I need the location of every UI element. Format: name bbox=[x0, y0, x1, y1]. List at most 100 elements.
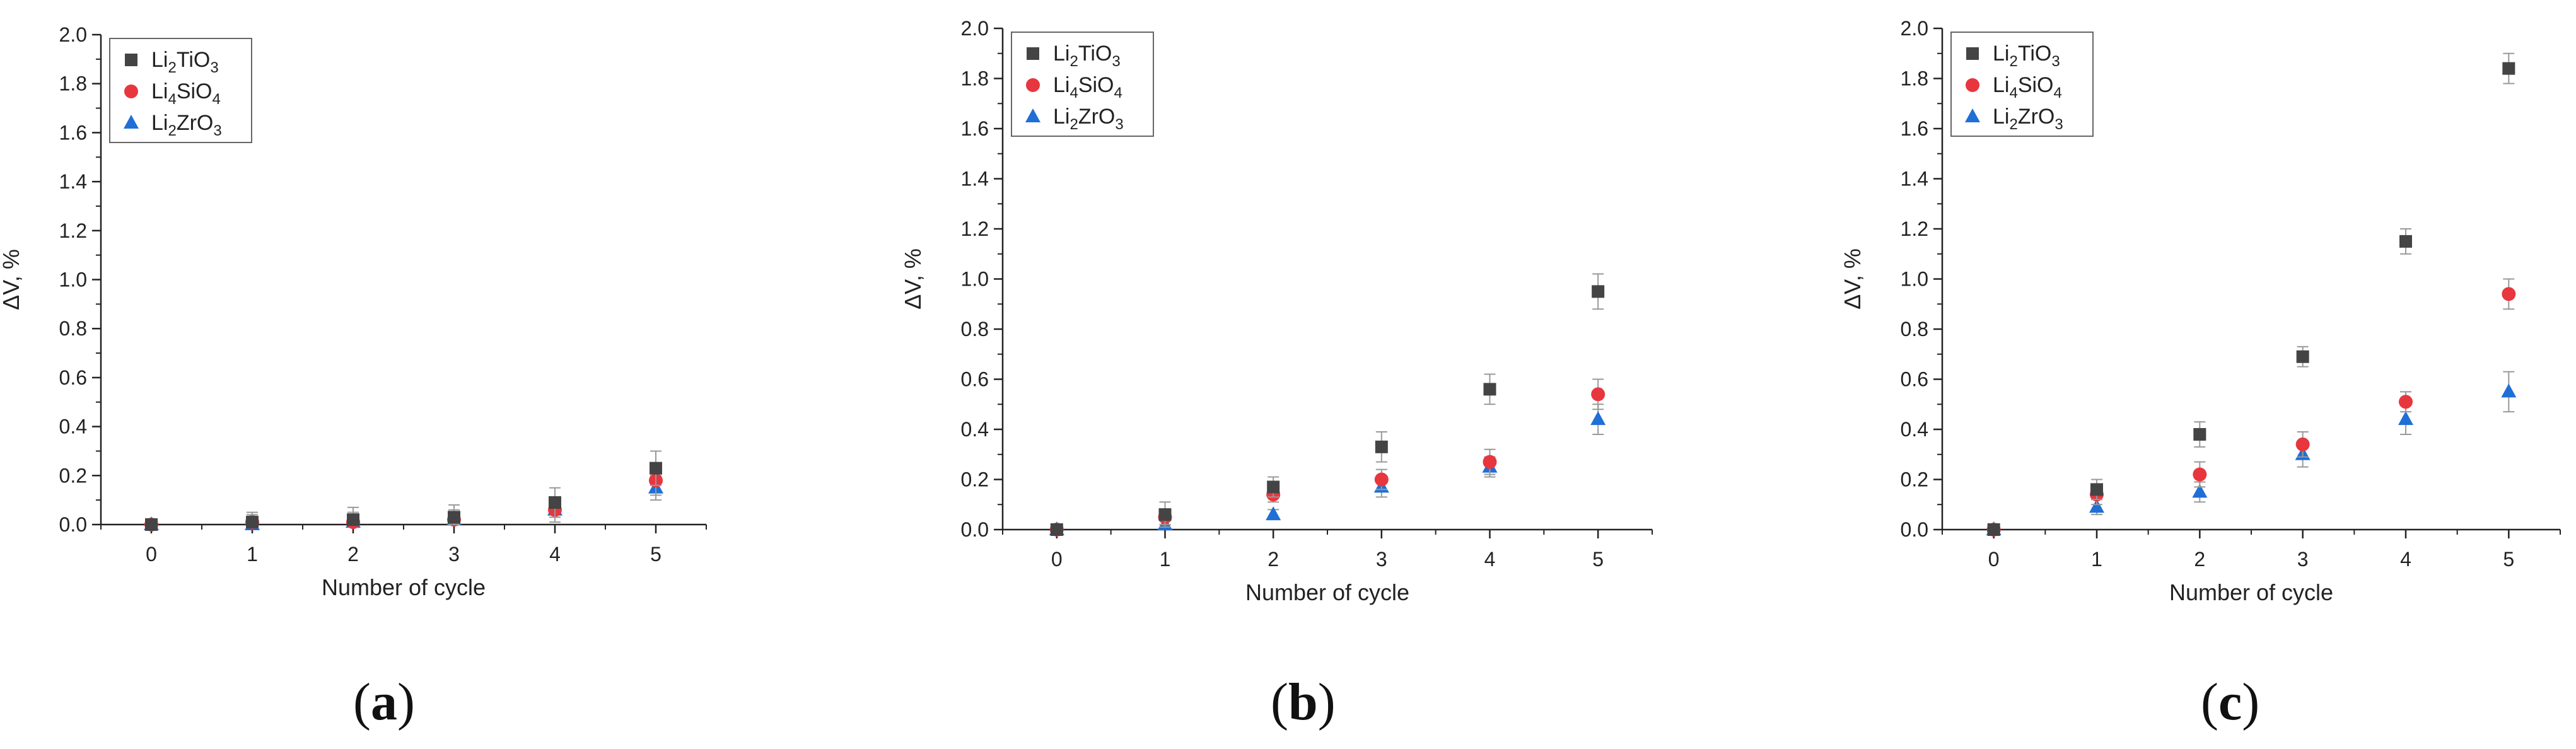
y-tick-label: 0.8 bbox=[961, 318, 989, 340]
series-Li2TiO3 bbox=[1050, 273, 1605, 536]
legend-label-Li2TiO3: Li2TiO3 bbox=[1053, 42, 1121, 70]
legend-marker-Li2ZrO3 bbox=[124, 115, 139, 129]
data-point bbox=[650, 462, 662, 475]
data-point bbox=[2296, 350, 2309, 363]
series-Li4SiO4 bbox=[1049, 378, 1606, 537]
series-Li2ZrO3 bbox=[1049, 404, 1606, 535]
data-point bbox=[2193, 427, 2206, 441]
data-point bbox=[1374, 472, 1389, 487]
legend-label-Li2ZrO3: Li2ZrO3 bbox=[151, 111, 222, 139]
y-tick-label: 0.2 bbox=[1901, 468, 1928, 491]
y-tick-label: 1.2 bbox=[1901, 218, 1928, 240]
y-tick-label: 2.0 bbox=[1901, 17, 1928, 40]
data-point bbox=[1267, 480, 1280, 494]
data-point bbox=[448, 511, 460, 524]
y-tick-label: 0.8 bbox=[1901, 318, 1928, 340]
data-point bbox=[347, 513, 359, 526]
data-point bbox=[2192, 484, 2208, 498]
series-Li4SiO4 bbox=[144, 465, 663, 531]
legend-marker-Li4SiO4 bbox=[1026, 78, 1040, 92]
data-point bbox=[2090, 483, 2103, 496]
y-tick-label: 0.8 bbox=[59, 317, 87, 340]
legend-label-Li4SiO4: Li4SiO4 bbox=[151, 79, 221, 108]
series-Li2TiO3 bbox=[1987, 52, 2515, 536]
x-tick-label: 2 bbox=[1268, 548, 1279, 571]
y-tick-label: 1.4 bbox=[59, 170, 87, 193]
x-tick-label: 1 bbox=[2091, 548, 2102, 571]
data-point bbox=[2399, 235, 2412, 248]
x-tick-label: 4 bbox=[2400, 548, 2411, 571]
data-point bbox=[1050, 523, 1063, 536]
data-point bbox=[2399, 395, 2413, 409]
x-tick-label: 0 bbox=[146, 543, 157, 566]
caption-a-letter: a bbox=[370, 673, 397, 731]
y-axis-title: ΔV, % bbox=[1839, 248, 1865, 310]
legend-marker-Li2TiO3 bbox=[1966, 47, 1979, 60]
x-tick-label: 3 bbox=[1376, 548, 1387, 571]
x-tick-label: 0 bbox=[1988, 548, 2000, 571]
x-tick-label: 1 bbox=[1160, 548, 1171, 571]
x-tick-label: 5 bbox=[650, 543, 661, 566]
x-tick-label: 5 bbox=[2503, 548, 2514, 571]
data-point bbox=[549, 496, 561, 509]
data-point bbox=[2193, 467, 2207, 482]
data-point bbox=[1591, 387, 1606, 402]
data-point bbox=[2398, 411, 2413, 426]
data-point bbox=[1592, 285, 1605, 298]
data-point bbox=[1483, 455, 1497, 469]
data-point bbox=[2089, 499, 2104, 513]
x-tick-label: 3 bbox=[448, 543, 460, 566]
series-Li2ZrO3 bbox=[1986, 371, 2517, 535]
y-tick-label: 0.4 bbox=[59, 415, 87, 438]
y-tick-label: 1.0 bbox=[1901, 268, 1928, 291]
y-tick-label: 0.0 bbox=[961, 518, 989, 541]
data-point bbox=[2295, 437, 2310, 451]
x-tick-label: 5 bbox=[1592, 548, 1604, 571]
legend: Li2TiO3 Li4SiO4 Li2ZrO3 bbox=[1950, 32, 2094, 137]
data-point bbox=[1483, 383, 1496, 396]
x-tick-label: 4 bbox=[549, 543, 561, 566]
chart-panel-c: 0.0 0.2 0.4 0.6 0.8 1.0 1.2 1.4 1.6 1.8 2.0 0 1 2 3 4 5 N… bbox=[1839, 17, 2561, 605]
data-point bbox=[1158, 508, 1172, 521]
legend-marker-Li4SiO4 bbox=[1966, 78, 1979, 92]
y-tick-label: 1.6 bbox=[961, 117, 989, 140]
y-tick-label: 1.0 bbox=[961, 268, 989, 291]
x-axis-title: Number of cycle bbox=[1245, 579, 1409, 605]
legend-label-Li4SiO4: Li4SiO4 bbox=[1053, 73, 1122, 102]
y-tick-label: 1.0 bbox=[59, 269, 87, 291]
caption-a: (a) bbox=[353, 673, 415, 731]
y-tick-label: 1.8 bbox=[1901, 67, 1928, 90]
caption-c-letter: c bbox=[2218, 673, 2242, 731]
y-tick-label: 0.0 bbox=[1901, 518, 1928, 541]
data-point bbox=[145, 518, 158, 531]
legend-label-Li4SiO4: Li4SiO4 bbox=[1993, 73, 2062, 102]
y-tick-label: 1.6 bbox=[1901, 117, 1928, 140]
legend-label-Li2TiO3: Li2TiO3 bbox=[151, 48, 219, 76]
series-Li2ZrO3 bbox=[144, 475, 663, 530]
y-tick-label: 0.6 bbox=[961, 368, 989, 391]
y-tick-label: 1.2 bbox=[59, 219, 87, 242]
legend-marker-Li4SiO4 bbox=[124, 84, 138, 98]
x-tick-label: 1 bbox=[247, 543, 258, 566]
data-point bbox=[1590, 411, 1606, 426]
y-tick-label: 0.0 bbox=[59, 513, 87, 536]
data-point bbox=[246, 516, 259, 529]
y-tick-label: 0.4 bbox=[1901, 418, 1928, 441]
legend-marker-Li2ZrO3 bbox=[1965, 108, 1980, 122]
legend: Li2TiO3 Li4SiO4 Li2ZrO3 bbox=[109, 38, 252, 143]
data-point bbox=[2502, 287, 2516, 301]
x-tick-label: 4 bbox=[1484, 548, 1496, 571]
y-tick-label: 1.8 bbox=[59, 73, 87, 95]
data-point bbox=[2502, 62, 2515, 75]
caption-b: (b) bbox=[1271, 673, 1336, 731]
y-tick-label: 0.6 bbox=[1901, 368, 1928, 391]
chart-panel-a: 0.0 0.2 0.4 0.6 0.8 1.0 1.2 1.4 1.6 1.8 2.0 0 1 2 3 4 5 N… bbox=[0, 23, 707, 600]
y-tick-label: 0.4 bbox=[961, 418, 989, 441]
y-tick-label: 1.4 bbox=[961, 168, 989, 190]
y-tick-label: 1.8 bbox=[961, 67, 989, 90]
chart-panel-b: 0.0 0.2 0.4 0.6 0.8 1.0 1.2 1.4 1.6 1.8 2.0 0 1 2 3 4 5 N… bbox=[900, 17, 1653, 605]
x-axis-title: Number of cycle bbox=[322, 574, 486, 600]
y-tick-label: 2.0 bbox=[59, 23, 87, 46]
